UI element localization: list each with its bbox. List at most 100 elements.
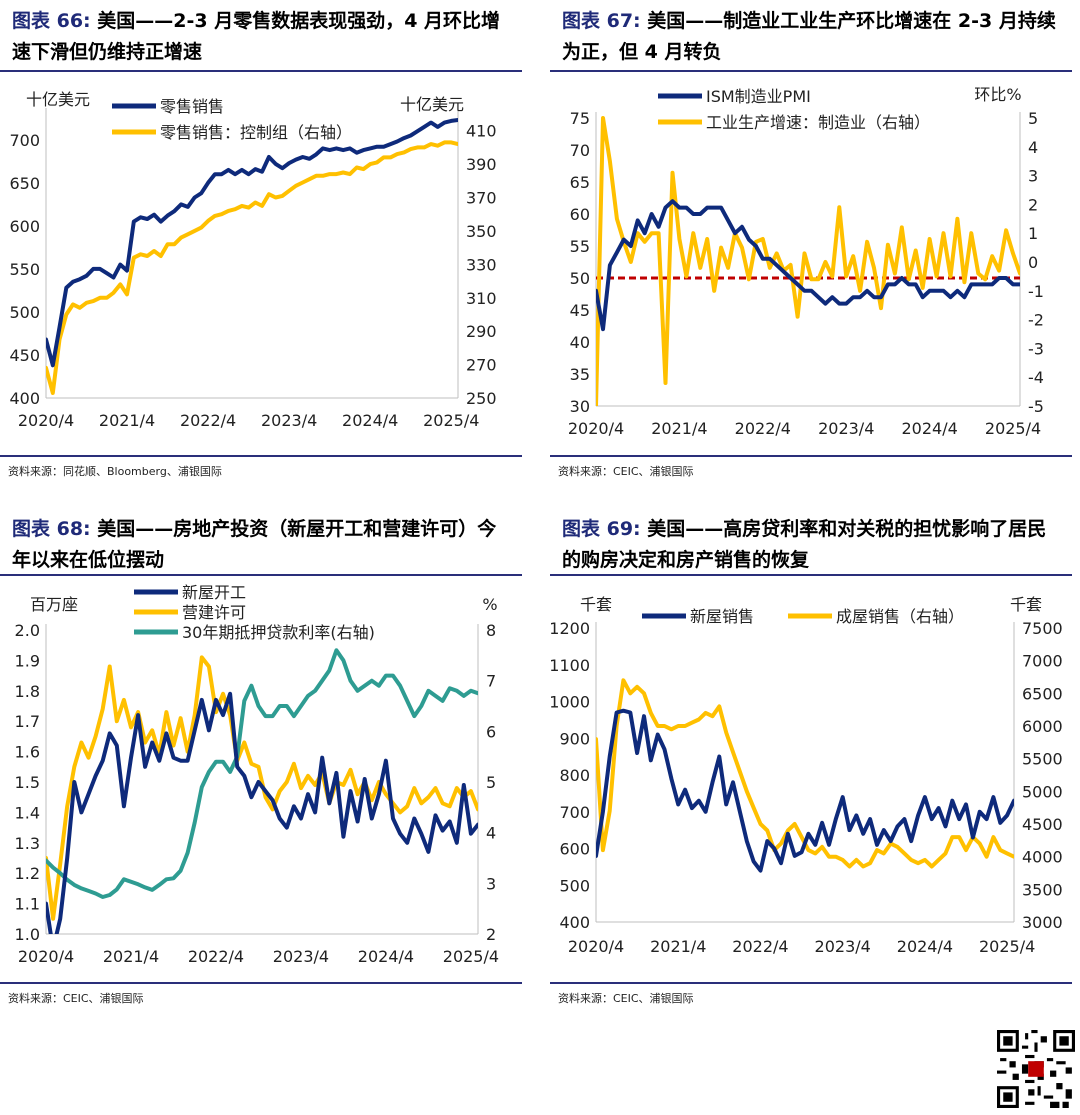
left-unit-label: 百万座 (30, 595, 78, 614)
y-left-tick-label: 1000 (549, 693, 590, 712)
y-left-tick-label: 75 (570, 109, 590, 128)
x-tick-label: 2024/4 (358, 947, 414, 966)
y-right-tick-label: 5 (1028, 109, 1038, 128)
x-tick-label: 2020/4 (18, 411, 74, 430)
y-left-tick-label: 500 (9, 303, 40, 322)
y-left-tick-label: 1.7 (15, 712, 40, 731)
series-line-2 (46, 648, 478, 899)
legend-label: ISM制造业PMI (706, 87, 811, 106)
y-left-tick-label: 800 (559, 766, 590, 785)
y-left-tick-label: 400 (9, 389, 40, 408)
y-right-tick-label: 250 (466, 389, 497, 408)
source-rule (0, 982, 522, 984)
source-note: 资料来源：CEIC、浦银国际 (558, 465, 694, 478)
x-tick-label: 2025/4 (979, 937, 1035, 956)
figure-number: 图表 69: (562, 518, 641, 540)
y-right-tick-label: 270 (466, 356, 497, 375)
y-left-tick-label: 40 (570, 333, 590, 352)
x-tick-label: 2025/4 (985, 419, 1041, 438)
y-right-tick-label: 7000 (1022, 652, 1063, 671)
y-right-tick-label: 4500 (1022, 815, 1063, 834)
y-right-tick-label: 410 (466, 122, 497, 141)
y-right-tick-label: 4 (1028, 138, 1038, 157)
figure-number: 图表 66: (12, 10, 91, 32)
right-unit-label: 千套 (1010, 595, 1042, 614)
y-left-tick-label: 70 (570, 141, 590, 160)
y-right-tick-label: 2 (1028, 195, 1038, 214)
y-right-tick-label: 2 (486, 925, 496, 944)
y-left-tick-label: 1.3 (15, 834, 40, 853)
y-left-tick-label: 500 (559, 876, 590, 895)
x-tick-label: 2024/4 (901, 419, 957, 438)
y-right-tick-label: 3 (1028, 167, 1038, 186)
series-line-0 (46, 691, 478, 934)
y-left-tick-label: 700 (9, 131, 40, 150)
x-tick-label: 2024/4 (342, 411, 398, 430)
x-tick-label: 2022/4 (188, 947, 244, 966)
y-left-tick-label: 55 (570, 237, 590, 256)
y-right-tick-label: -5 (1028, 397, 1044, 416)
y-left-tick-label: 30 (570, 397, 590, 416)
y-right-tick-label: 3 (486, 874, 496, 893)
y-left-tick-label: 600 (9, 217, 40, 236)
x-tick-label: 2021/4 (651, 419, 707, 438)
x-tick-label: 2025/4 (443, 947, 499, 966)
y-left-tick-label: 2.0 (15, 621, 40, 640)
y-left-tick-label: 1.5 (15, 773, 40, 792)
chart-panel-68: 图表 68: 美国——房地产投资（新屋开工和营建许可）今年以来在低位摆动 1.0… (0, 508, 522, 1013)
y-left-tick-label: 1.9 (15, 651, 40, 670)
y-left-tick-label: 65 (570, 173, 590, 192)
y-right-tick-label: 7500 (1022, 619, 1063, 638)
figure-title: 图表 67: 美国——制造业工业生产环比增速在 2-3 月持续为正，但 4 月转… (562, 6, 1062, 68)
y-left-tick-label: 650 (9, 174, 40, 193)
x-tick-label: 2020/4 (18, 947, 74, 966)
legend-label: 零售销售：控制组（右轴） (160, 123, 352, 142)
y-right-tick-label: 4 (486, 824, 496, 843)
title-rule (550, 574, 1072, 576)
x-tick-label: 2023/4 (261, 411, 317, 430)
x-tick-label: 2023/4 (815, 937, 871, 956)
y-left-tick-label: 450 (9, 346, 40, 365)
legend-label: 营建许可 (182, 603, 246, 622)
y-right-tick-label: 370 (466, 189, 497, 208)
x-tick-label: 2024/4 (897, 937, 953, 956)
figure-number: 图表 67: (562, 10, 641, 32)
y-left-tick-label: 1.8 (15, 682, 40, 701)
y-left-tick-label: 700 (559, 803, 590, 822)
y-right-tick-label: 4000 (1022, 848, 1063, 867)
legend-label: 成屋销售（右轴） (836, 607, 964, 626)
chart-panel-67: 图表 67: 美国——制造业工业生产环比增速在 2-3 月持续为正，但 4 月转… (550, 0, 1072, 505)
y-left-tick-label: 600 (559, 840, 590, 859)
series-line-0 (596, 708, 1014, 873)
y-left-tick-label: 1200 (549, 619, 590, 638)
y-right-tick-label: -3 (1028, 339, 1044, 358)
figure-title: 图表 68: 美国——房地产投资（新屋开工和营建许可）今年以来在低位摆动 (12, 514, 512, 576)
legend-label: 工业生产增速：制造业（右轴） (706, 113, 930, 132)
right-unit-label: % (482, 595, 497, 614)
series-line-1 (596, 116, 1020, 406)
legend-label: 30年期抵押贷款利率(右轴) (182, 623, 375, 642)
y-left-tick-label: 35 (570, 365, 590, 384)
source-note: 资料来源：CEIC、浦银国际 (8, 992, 144, 1005)
y-left-tick-label: 1.6 (15, 743, 40, 762)
y-right-tick-label: -1 (1028, 282, 1044, 301)
chart-panel-66: 图表 66: 美国——2-3 月零售数据表现强劲，4 月环比增速下滑但仍维持正增… (0, 0, 522, 505)
figure-title: 图表 66: 美国——2-3 月零售数据表现强劲，4 月环比增速下滑但仍维持正增… (12, 6, 512, 68)
series-line-1 (46, 140, 458, 395)
y-right-tick-label: 7 (486, 672, 496, 691)
y-right-tick-label: 0 (1028, 253, 1038, 272)
title-rule (0, 70, 522, 72)
y-left-tick-label: 1.0 (15, 925, 40, 944)
left-unit-label: 千套 (580, 595, 612, 614)
y-left-tick-label: 400 (559, 913, 590, 932)
chart-svg: 30354045505560657075-5-4-3-2-10123452020… (568, 85, 1044, 438)
x-tick-label: 2021/4 (103, 947, 159, 966)
y-right-tick-label: 350 (466, 222, 497, 241)
x-tick-label: 2022/4 (732, 937, 788, 956)
y-right-tick-label: -2 (1028, 311, 1044, 330)
y-right-tick-label: 5500 (1022, 750, 1063, 769)
y-right-tick-label: 390 (466, 155, 497, 174)
figure-caption: 美国——高房贷利率和对关税的担忧影响了居民的购房决定和房产销售的恢复 (562, 518, 1047, 571)
y-left-tick-label: 1.1 (15, 895, 40, 914)
y-right-tick-label: 330 (466, 255, 497, 274)
